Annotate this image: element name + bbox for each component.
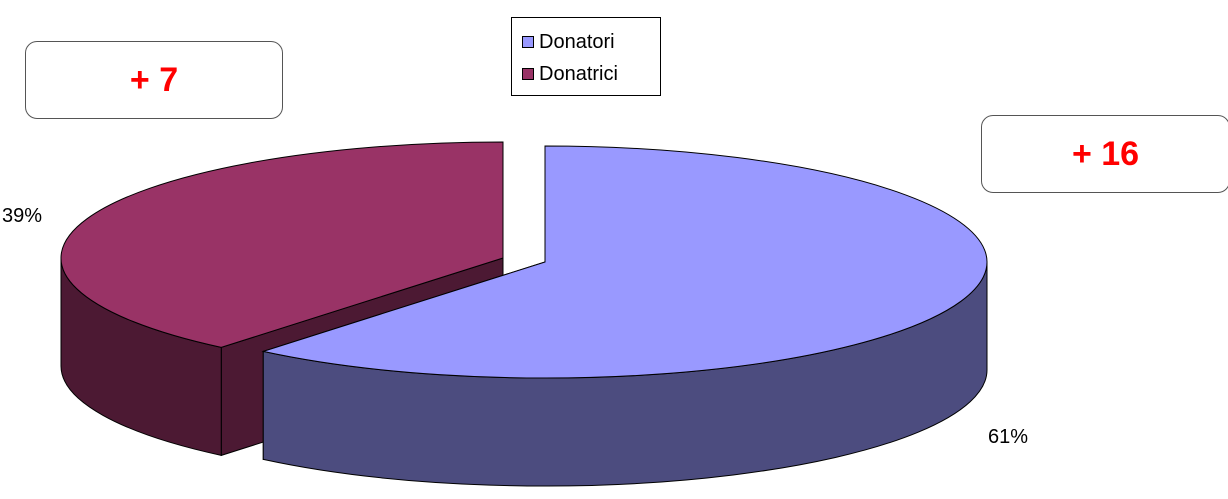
legend-item-donatori: Donatori — [522, 30, 615, 54]
data-label-donatori: 61% — [988, 426, 1029, 448]
donatrici-slice — [60, 141, 504, 348]
legend-label-donatori: Donatori — [539, 30, 615, 53]
donatori-slice — [261, 145, 988, 379]
legend-swatch-donatori — [522, 36, 534, 48]
legend-swatch-donatrici — [522, 68, 534, 80]
callout-donatori-change: + 16 — [981, 115, 1228, 193]
legend-label-donatrici: Donatrici — [539, 62, 618, 85]
data-label-donatrici: 39% — [2, 205, 43, 227]
pie-slices — [60, 141, 988, 487]
legend: Donatori Donatrici — [511, 17, 661, 96]
legend-item-donatrici: Donatrici — [522, 62, 618, 86]
callout-donatrici-change: + 7 — [25, 41, 283, 119]
